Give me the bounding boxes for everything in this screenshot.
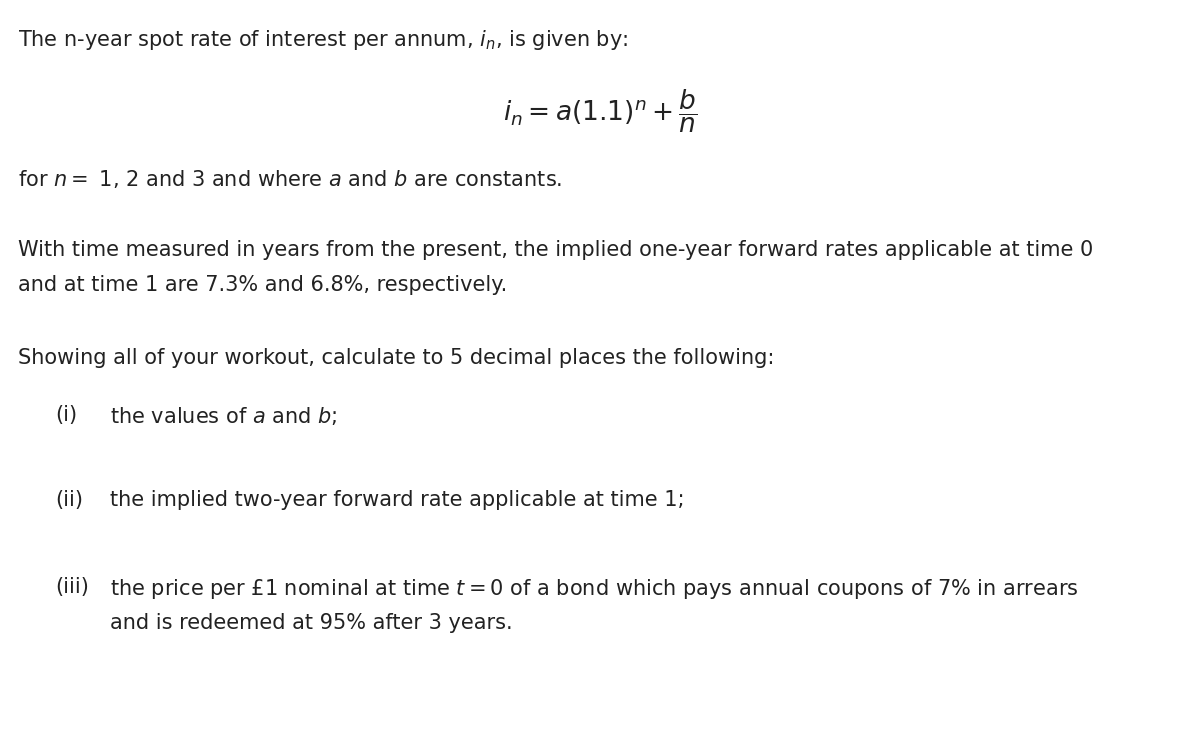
- Text: the price per £1 nominal at time $t = 0$ of a bond which pays annual coupons of : the price per £1 nominal at time $t = 0$…: [110, 577, 1079, 601]
- Text: and is redeemed at 95% after 3 years.: and is redeemed at 95% after 3 years.: [110, 613, 512, 633]
- Text: and at time 1 are 7.3% and 6.8%, respectively.: and at time 1 are 7.3% and 6.8%, respect…: [18, 275, 508, 295]
- Text: (i): (i): [55, 405, 77, 425]
- Text: With time measured in years from the present, the implied one-year forward rates: With time measured in years from the pre…: [18, 240, 1093, 260]
- Text: (ii): (ii): [55, 490, 83, 510]
- Text: the implied two-year forward rate applicable at time 1;: the implied two-year forward rate applic…: [110, 490, 684, 510]
- Text: Showing all of your workout, calculate to 5 decimal places the following:: Showing all of your workout, calculate t…: [18, 348, 774, 368]
- Text: The n-year spot rate of interest per annum, $i_n$, is given by:: The n-year spot rate of interest per ann…: [18, 28, 628, 52]
- Text: the values of $a$ and $b$;: the values of $a$ and $b$;: [110, 405, 337, 427]
- Text: for $n =$ 1, 2 and 3 and where $a$ and $b$ are constants.: for $n =$ 1, 2 and 3 and where $a$ and $…: [18, 168, 563, 190]
- Text: (iii): (iii): [55, 577, 89, 597]
- Text: $i_n = a(1.1)^n + \dfrac{b}{n}$: $i_n = a(1.1)^n + \dfrac{b}{n}$: [503, 88, 697, 135]
